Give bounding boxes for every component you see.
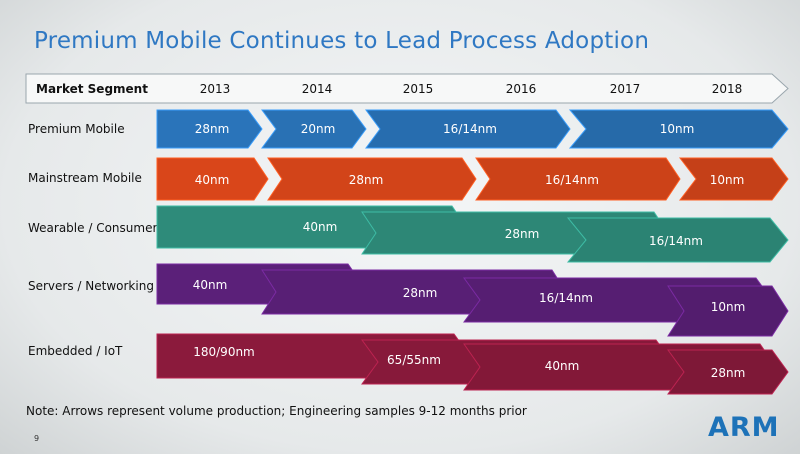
process-arrow [365, 109, 571, 149]
header-arrow [25, 73, 789, 104]
process-node-label: 40nm [193, 278, 228, 292]
segment-row-1: Premium Mobile 28nm 20nm 16/14nm 10nm [28, 109, 789, 149]
segment-label: Mainstream Mobile [28, 171, 142, 185]
process-arrow [667, 285, 789, 337]
process-node-label: 40nm [545, 359, 580, 373]
process-node-label: 16/14nm [545, 173, 599, 187]
segment-label: Wearable / Consumer [28, 221, 157, 235]
segment-label: Servers / Networking [28, 279, 154, 293]
arm-logo: ARM [708, 412, 780, 443]
process-node-label: 10nm [660, 122, 695, 136]
process-node-label: 10nm [711, 300, 746, 314]
year-label-2017: 2017 [610, 82, 641, 96]
year-label-2015: 2015 [403, 82, 434, 96]
process-arrow [568, 109, 789, 149]
year-label-2018: 2018 [712, 82, 743, 96]
process-node-label: 65/55nm [387, 353, 441, 367]
page-number: 9 [34, 434, 40, 443]
year-label-2016: 2016 [506, 82, 537, 96]
segment-row-5: Embedded / IoT 180/90nm 65/55nm 40nm 28nm [28, 333, 789, 395]
process-node-label: 16/14nm [539, 291, 593, 305]
segment-row-3: Wearable / Consumer 40nm 28nm 16/14nm [28, 205, 789, 263]
process-node-label: 28nm [349, 173, 384, 187]
segment-rows: Premium Mobile 28nm 20nm 16/14nm 10nmMainstr… [28, 109, 789, 395]
process-node-label: 28nm [505, 227, 540, 241]
process-node-label: 10nm [710, 173, 745, 187]
footnote: Note: Arrows represent volume production… [26, 404, 527, 418]
process-arrow [156, 109, 263, 149]
segment-label: Premium Mobile [28, 122, 125, 136]
process-node-label: 28nm [403, 286, 438, 300]
process-node-label: 40nm [195, 173, 230, 187]
process-node-label: 28nm [195, 122, 230, 136]
process-node-label: 16/14nm [443, 122, 497, 136]
year-label-2013: 2013 [200, 82, 231, 96]
process-arrow [678, 157, 789, 201]
process-node-label: 40nm [303, 220, 338, 234]
segment-row-4: Servers / Networking 40nm 28nm 16/14nm 10nm [28, 263, 789, 337]
slide-title: Premium Mobile Continues to Lead Process… [34, 28, 650, 54]
header-label: Market Segment [36, 82, 148, 96]
process-node-label: 20nm [301, 122, 336, 136]
segment-label: Embedded / IoT [28, 344, 123, 358]
year-label-2014: 2014 [302, 82, 333, 96]
process-arrow [156, 157, 269, 201]
segment-row-2: Mainstream Mobile 40nm 28nm 16/14nm 10nm [28, 157, 789, 201]
header-bar: Market Segment 2013 2014 2015 2016 2017 2018 [25, 73, 789, 104]
process-arrow [261, 109, 367, 149]
process-node-label: 16/14nm [649, 234, 703, 248]
process-arrow [475, 157, 681, 201]
process-arrow [267, 157, 477, 201]
process-node-label: 180/90nm [193, 345, 255, 359]
process-node-label: 28nm [711, 366, 746, 380]
process-arrow [566, 217, 789, 263]
process-arrow [667, 349, 789, 395]
